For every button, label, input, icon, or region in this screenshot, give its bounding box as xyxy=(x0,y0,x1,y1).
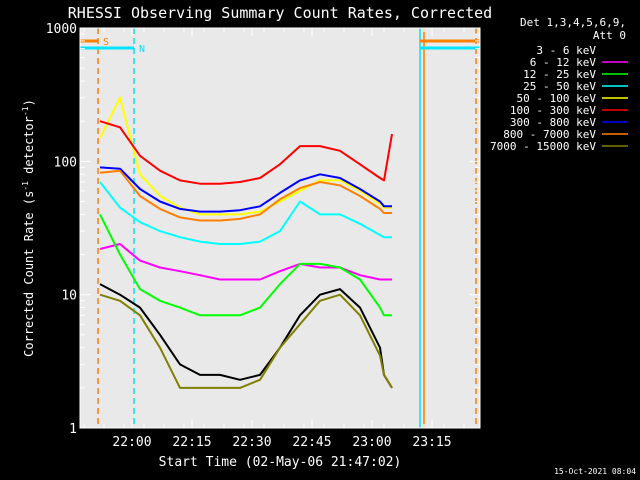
x-tick-label-3: 22:45 xyxy=(292,435,331,450)
plot-frame xyxy=(79,27,481,429)
legend-entry-label-8: 7000 - 15000 keV xyxy=(490,140,596,153)
chart-title: RHESSI Observing Summary Count Rates, Co… xyxy=(68,4,492,22)
series-line-6 xyxy=(99,166,392,213)
y-label-sup2: -1 xyxy=(21,106,30,116)
series-group xyxy=(99,96,393,389)
x-tick-label-5: 23:15 xyxy=(412,435,451,450)
y-label-part2: detector xyxy=(22,116,36,181)
series-line-0 xyxy=(99,283,393,389)
legend-header-attenuator: Att 0 xyxy=(593,29,626,42)
x-axis-label: Start Time (02-May-06 21:47:02) xyxy=(159,455,402,470)
axis-ticks: 22:00 22:15 22:30 22:45 23:00 23:15 1 10 100 1000 xyxy=(46,22,480,450)
series-line-5 xyxy=(99,120,393,185)
timestamp-stamp: 15-Oct-2021 08:04 xyxy=(554,467,636,476)
y-label-part3: ) xyxy=(22,99,36,106)
y-label-sup1: -1 xyxy=(21,181,30,191)
series-line-8 xyxy=(99,293,393,389)
legend-entry-label-3: 25 - 50 keV xyxy=(523,80,596,93)
legend-entry-label-0: 3 - 6 keV xyxy=(536,44,596,57)
flag-label-n: N xyxy=(139,44,145,55)
series-line-1 xyxy=(99,243,392,281)
legend-header-detectors: Det 1,3,4,5,6,9, xyxy=(520,16,626,29)
legend-entry-label-4: 50 - 100 keV xyxy=(517,92,597,105)
y-tick-label-2: 100 xyxy=(54,155,77,170)
y-tick-label-3: 1000 xyxy=(46,22,77,37)
x-tick-label-1: 22:15 xyxy=(172,435,211,450)
legend-entry-label-7: 800 - 7000 keV xyxy=(503,128,596,141)
x-tick-label-4: 23:00 xyxy=(352,435,391,450)
y-tick-label-0: 1 xyxy=(69,422,77,437)
plot-background xyxy=(80,28,480,428)
x-tick-label-2: 22:30 xyxy=(232,435,271,450)
series-line-3 xyxy=(99,181,392,245)
legend-entry-label-2: 12 - 25 keV xyxy=(523,68,596,81)
legend-entry-label-5: 100 - 300 keV xyxy=(510,104,596,117)
flag-label-s: S xyxy=(103,37,109,48)
plot-area: SN xyxy=(80,28,480,428)
y-label-part1: Corrected Count Rate (s xyxy=(22,191,36,357)
y-tick-label-1: 10 xyxy=(61,289,77,304)
legend-entry-label-6: 300 - 800 keV xyxy=(510,116,596,129)
y-axis-label: Corrected Count Rate (s-1 detector-1) xyxy=(21,99,36,357)
x-tick-label-0: 22:00 xyxy=(112,435,151,450)
legend-entry-label-1: 6 - 12 keV xyxy=(530,56,597,69)
series-line-4 xyxy=(99,96,392,216)
series-line-2 xyxy=(99,213,392,317)
series-line-7 xyxy=(99,169,392,222)
